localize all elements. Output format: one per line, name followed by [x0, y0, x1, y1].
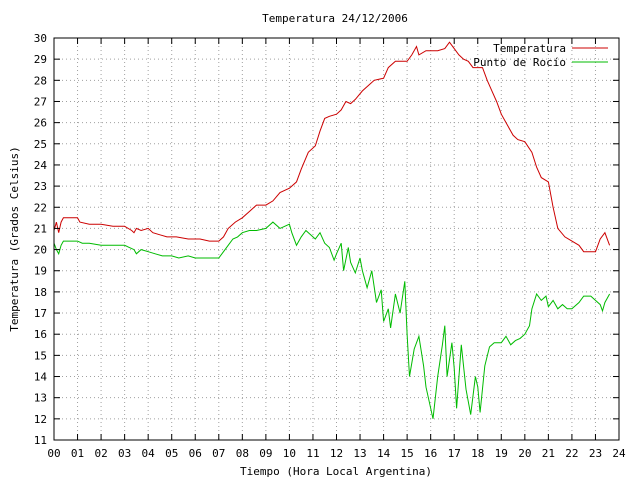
- y-tick-label: 24: [34, 159, 48, 172]
- x-tick-label: 17: [448, 447, 461, 460]
- y-tick-label: 26: [34, 117, 47, 130]
- x-tick-label: 06: [189, 447, 202, 460]
- x-tick-label: 24: [612, 447, 626, 460]
- y-axis-label: Temperatura (Grados Celsius): [8, 146, 21, 331]
- series-line-temperatura: [53, 41, 611, 253]
- y-tick-label: 27: [34, 95, 47, 108]
- x-tick-label: 22: [565, 447, 578, 460]
- x-tick-label: 09: [259, 447, 272, 460]
- x-tick-label: 05: [165, 447, 178, 460]
- y-tick-label: 20: [34, 244, 47, 257]
- x-tick-label: 19: [495, 447, 508, 460]
- legend-label-temperatura: Temperatura: [493, 42, 566, 55]
- x-tick-label: 21: [542, 447, 555, 460]
- series-line-punto-de-rocio: [53, 221, 611, 419]
- y-tick-label: 18: [34, 286, 47, 299]
- x-tick-label: 16: [424, 447, 437, 460]
- x-tick-label: 03: [118, 447, 131, 460]
- x-tick-label: 20: [518, 447, 531, 460]
- y-tick-label: 21: [34, 222, 47, 235]
- x-tick-label: 18: [471, 447, 484, 460]
- x-tick-label: 08: [236, 447, 249, 460]
- x-tick-label: 07: [212, 447, 225, 460]
- x-tick-label: 23: [589, 447, 602, 460]
- y-tick-label: 28: [34, 74, 47, 87]
- y-tick-label: 15: [34, 349, 47, 362]
- y-tick-label: 17: [34, 307, 47, 320]
- x-tick-label: 13: [353, 447, 366, 460]
- y-tick-label: 11: [34, 434, 47, 447]
- y-tick-label: 12: [34, 413, 47, 426]
- y-tick-label: 25: [34, 138, 47, 151]
- x-tick-label: 00: [47, 447, 60, 460]
- y-tick-label: 13: [34, 392, 47, 405]
- legend: Temperatura Punto de Rocío: [473, 42, 608, 69]
- x-tick-label: 02: [94, 447, 107, 460]
- x-tick-label: 12: [330, 447, 343, 460]
- axis-ticks: 00 01 02 03 04 05 06 07 08 09 10 11 12 13 14 15 16 17 18 19…: [34, 32, 626, 460]
- chart-title: Temperatura 24/12/2006: [262, 12, 408, 25]
- legend-label-punto-de-rocio: Punto de Rocío: [473, 56, 566, 69]
- y-tick-label: 14: [34, 371, 48, 384]
- y-tick-label: 16: [34, 328, 47, 341]
- y-tick-label: 29: [34, 53, 47, 66]
- x-tick-label: 11: [306, 447, 319, 460]
- x-tick-label: 01: [71, 447, 84, 460]
- y-tick-label: 22: [34, 201, 47, 214]
- series-layer: [53, 41, 611, 419]
- y-tick-label: 23: [34, 180, 47, 193]
- x-axis-label: Tiempo (Hora Local Argentina): [240, 465, 432, 478]
- x-tick-label: 10: [283, 447, 296, 460]
- x-tick-label: 15: [401, 447, 414, 460]
- y-tick-label: 19: [34, 265, 47, 278]
- grid-layer: [54, 38, 619, 440]
- x-tick-label: 04: [142, 447, 156, 460]
- y-tick-label: 30: [34, 32, 47, 45]
- x-tick-label: 14: [377, 447, 391, 460]
